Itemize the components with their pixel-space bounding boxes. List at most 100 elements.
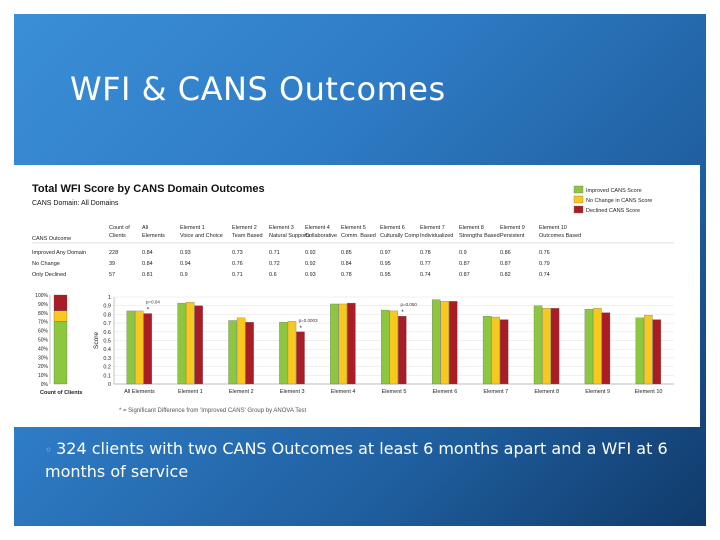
legend-swatch: [573, 195, 584, 204]
bar: [432, 299, 441, 385]
table-header: Culturally Comp: [380, 233, 419, 239]
table-header: Outcomes Based: [539, 233, 581, 239]
bar: [338, 303, 348, 385]
bar: [593, 308, 602, 385]
table-cell: 0.6: [269, 272, 277, 278]
count-chart-title: Count of Clients: [40, 390, 82, 396]
table-header: Element 2: [232, 225, 257, 231]
table-cell: 0.77: [420, 261, 431, 267]
table-cell: 0.86: [500, 250, 511, 256]
table-header: Collaborative: [305, 233, 337, 239]
y-axis-tick: 0.2: [103, 365, 111, 371]
bar: [236, 317, 246, 385]
bar: [449, 301, 458, 385]
legend-label: No Change in CANS Score: [586, 198, 652, 204]
chart-panel: Total WFI Score by CANS Domain Outcomes …: [14, 165, 700, 427]
x-axis-tick: Element 4: [331, 389, 356, 395]
chart-subtitle: CANS Domain: All Domains: [32, 200, 119, 207]
bar: [194, 305, 203, 385]
table-header: Team Based: [232, 233, 263, 239]
table-cell: 0.87: [500, 261, 511, 267]
bar: [126, 310, 135, 385]
bar: [347, 302, 356, 385]
table-cell: 0.84: [142, 261, 153, 267]
table-cell: 0.82: [500, 272, 511, 278]
table-cell: 0.97: [380, 250, 391, 256]
table-header: Elements: [142, 233, 165, 239]
data-table: Count of All Element 1 Element 2 Element 3 El…: [32, 225, 674, 278]
y-axis-tick: 0.1: [103, 373, 111, 379]
x-axis-tick: Element 9: [585, 389, 610, 395]
bullet-point: ◦ 324 clients with two CANS Outcomes at l…: [45, 438, 685, 483]
chart-title: Total WFI Score by CANS Domain Outcomes: [32, 183, 265, 195]
table-cell: 0.85: [341, 250, 352, 256]
table-cell: 0.76: [539, 250, 550, 256]
table-header: Element 6: [380, 225, 405, 231]
bar: [287, 321, 297, 385]
bar: [245, 322, 254, 385]
x-axis-tick: Element 5: [382, 389, 407, 395]
significance-label: p=0.0003: [299, 318, 318, 323]
bar: [499, 319, 509, 385]
table-header: Count of: [109, 225, 130, 231]
significance-label: p=0.050: [401, 302, 418, 307]
bar: [584, 309, 594, 385]
x-axis-tick: Element 3: [280, 389, 305, 395]
table-cell: 0.73: [232, 250, 243, 256]
significance-marker: *: [147, 308, 150, 314]
x-axis-tick: Element 6: [433, 389, 458, 395]
table-header: Strengths Based: [459, 233, 500, 239]
table-header: Element 10: [539, 225, 567, 231]
chart-footnote: * = Significant Difference from 'Improve…: [119, 408, 307, 414]
bar: [542, 308, 551, 385]
significance-marker: *: [300, 326, 303, 332]
table-header: Element 1: [180, 225, 205, 231]
bar: [330, 303, 339, 385]
significance-marker: *: [401, 310, 404, 316]
table-cell: 0.84: [341, 261, 352, 267]
bar: [177, 302, 186, 385]
x-axis-tick: All Elements: [124, 389, 155, 395]
table-header: Persistent: [500, 233, 525, 239]
bar: [398, 315, 407, 385]
x-axis-tick: Element 7: [483, 389, 508, 395]
bar: [635, 317, 645, 385]
chart-figure: Total WFI Score by CANS Domain Outcomes …: [32, 183, 674, 414]
table-row-label: No Change: [32, 261, 60, 267]
bar: [228, 320, 237, 385]
significance-label: p=0.04: [146, 300, 160, 305]
x-axis-tick: Element 2: [229, 389, 254, 395]
count-axis-tick: 80%: [38, 311, 49, 317]
bar: [644, 315, 653, 385]
count-axis-tick: 40%: [38, 346, 49, 352]
table-row-header: CANS Outcome: [32, 236, 71, 242]
table-cell: 0.71: [269, 250, 280, 256]
table-cell: 0.81: [142, 272, 153, 278]
score-bar-chart: 0 0.1 0.2 0.3 0.4 0.5 0.6 0.7 0.8 0.9 1 Score All El…: [93, 295, 674, 395]
bar: [135, 310, 144, 385]
table-cell: 0.95: [380, 272, 391, 278]
bar: [533, 305, 543, 385]
count-segment: [53, 310, 68, 322]
bullet-text: 324 clients with two CANS Outcomes at le…: [45, 439, 668, 481]
table-cell: 0.79: [539, 261, 550, 267]
count-axis-tick: 70%: [38, 320, 49, 326]
table-cell: 0.84: [142, 250, 153, 256]
y-axis-label: Score: [93, 332, 100, 349]
bar: [550, 308, 560, 385]
y-axis-tick: 0.5: [103, 339, 111, 345]
table-row-label: Only Declined: [32, 272, 66, 278]
y-axis-tick: 0.8: [103, 312, 111, 318]
table-cell: 39: [109, 261, 115, 267]
count-segment: [53, 321, 68, 385]
x-axis-tick: Element 10: [635, 389, 663, 395]
table-cell: 0.9: [459, 250, 467, 256]
table-cell: 0.94: [180, 261, 191, 267]
legend-label: Declined CANS Score: [586, 208, 640, 214]
legend-swatch: [573, 185, 584, 194]
y-axis-tick: 0.3: [103, 356, 111, 362]
y-axis-tick: 0.4: [103, 347, 111, 353]
table-header: Element 8: [459, 225, 484, 231]
table-cell: 0.87: [459, 272, 470, 278]
bar: [143, 313, 152, 385]
